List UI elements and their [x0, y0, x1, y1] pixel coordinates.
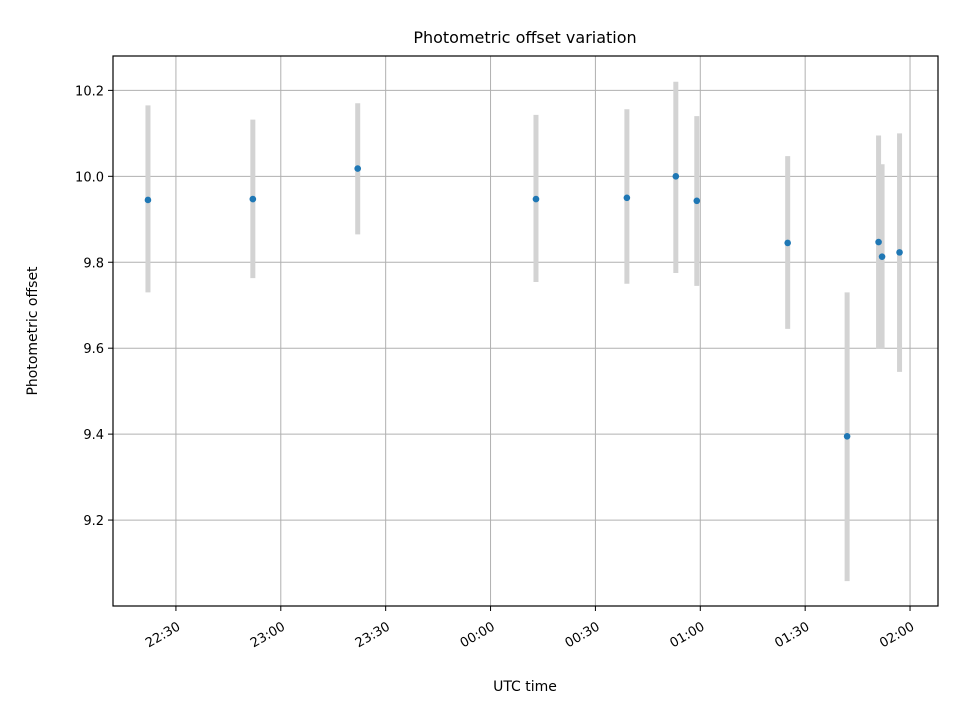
data-points	[144, 165, 903, 440]
chart-title: Photometric offset variation	[413, 28, 636, 47]
data-point	[784, 239, 791, 247]
y-axis-title: Photometric offset	[25, 266, 41, 396]
y-tick-label: 9.4	[83, 428, 104, 443]
data-point	[354, 165, 362, 172]
data-point	[249, 195, 257, 203]
y-tick-label: 10.0	[75, 170, 104, 185]
y-tick-label: 9.2	[83, 514, 104, 529]
y-tick-label: 9.8	[83, 256, 104, 271]
data-point	[532, 195, 540, 203]
plot-frame	[112, 55, 939, 607]
y-tick-label: 10.2	[75, 84, 104, 99]
data-point	[693, 197, 701, 205]
y-axis-ticks: 9.2 9.4 9.6 9.8 10.0 10.2	[75, 84, 113, 529]
data-point	[875, 238, 882, 246]
data-point	[896, 249, 903, 256]
x-axis-title: UTC time	[493, 679, 557, 695]
data-point	[843, 432, 851, 440]
data-point	[144, 196, 152, 204]
data-point	[672, 173, 680, 180]
y-tick-label: 9.6	[83, 342, 104, 357]
data-point	[878, 253, 886, 260]
data-point	[623, 194, 631, 202]
